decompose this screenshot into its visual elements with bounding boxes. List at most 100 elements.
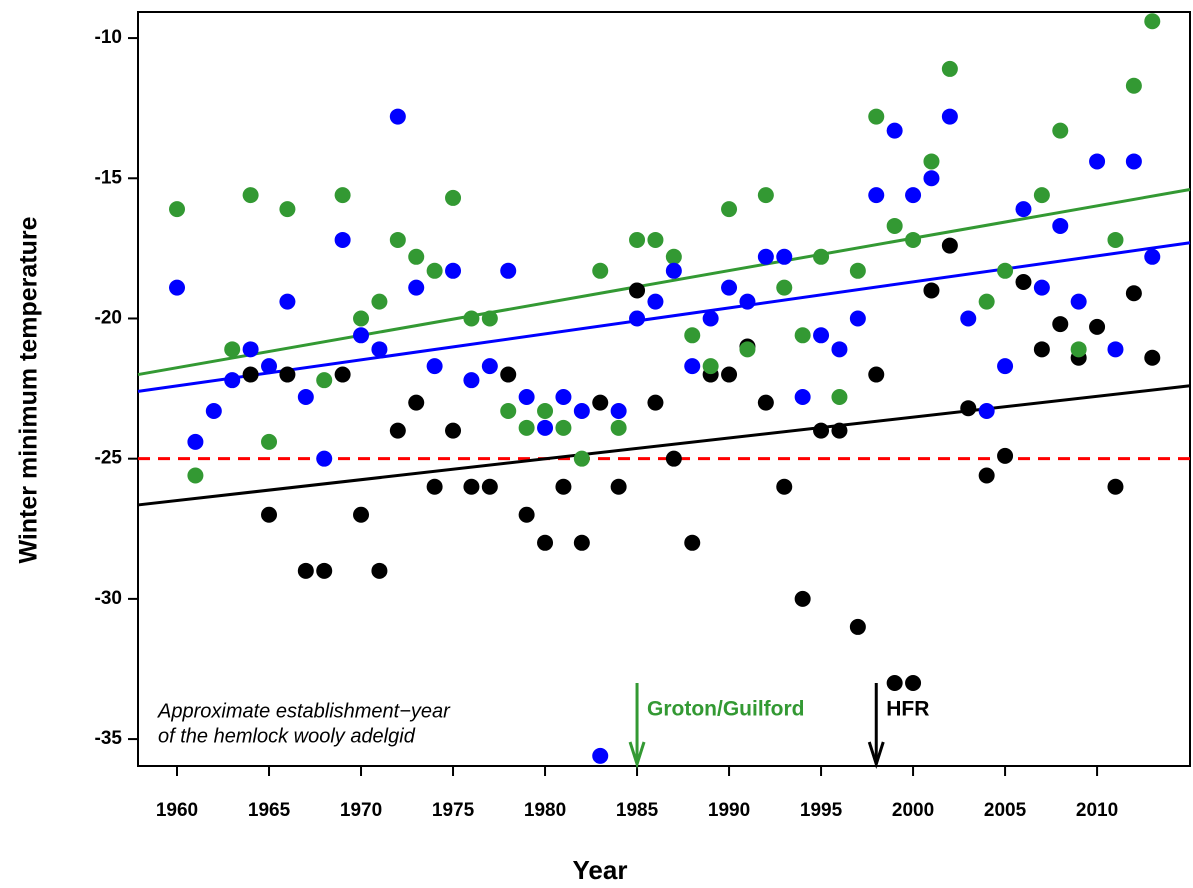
x-tick-label: 1975 — [432, 800, 475, 821]
point — [334, 366, 351, 383]
point — [445, 262, 462, 279]
arrow-label: Groton/Guilford — [647, 698, 804, 721]
point — [353, 327, 370, 344]
point — [261, 433, 278, 450]
point — [242, 366, 259, 383]
point — [426, 358, 443, 375]
point — [389, 231, 406, 248]
annotation: Approximate establishment−year — [157, 700, 451, 722]
point — [371, 341, 388, 358]
point — [757, 187, 774, 204]
point — [665, 248, 682, 265]
point — [1033, 187, 1050, 204]
point — [647, 293, 664, 310]
point — [573, 450, 590, 467]
point — [684, 534, 701, 551]
trend-line — [137, 241, 1191, 393]
point — [629, 310, 646, 327]
point — [849, 310, 866, 327]
y-tick-label: -25 — [95, 448, 123, 469]
point — [592, 394, 609, 411]
point — [297, 562, 314, 579]
plot-frame — [137, 11, 1191, 767]
point — [500, 262, 517, 279]
point — [481, 478, 498, 495]
point — [1107, 231, 1124, 248]
point — [831, 388, 848, 405]
point — [1033, 341, 1050, 358]
point — [297, 388, 314, 405]
point — [316, 372, 333, 389]
point — [610, 419, 627, 436]
point — [813, 327, 830, 344]
point — [684, 358, 701, 375]
x-tick-label: 1980 — [524, 800, 566, 821]
point — [1144, 13, 1161, 30]
point — [261, 506, 278, 523]
x-tick-label: 1965 — [248, 800, 291, 821]
point — [1052, 122, 1069, 139]
x-tick-label: 2000 — [892, 800, 934, 821]
point — [794, 590, 811, 607]
y-tick-label: -35 — [95, 728, 123, 749]
y-tick-label: -10 — [95, 27, 122, 48]
point — [279, 293, 296, 310]
point — [481, 358, 498, 375]
point — [702, 310, 719, 327]
point — [353, 506, 370, 523]
arrow-label: HFR — [886, 698, 929, 721]
x-tick-label: 2005 — [984, 800, 1027, 821]
point — [426, 262, 443, 279]
point — [261, 358, 278, 375]
point — [941, 237, 958, 254]
point — [537, 419, 554, 436]
point — [905, 187, 922, 204]
y-axis-label: Winter minimum temperature — [15, 216, 43, 563]
point — [739, 341, 756, 358]
point — [334, 231, 351, 248]
point — [831, 422, 848, 439]
point — [1125, 153, 1142, 170]
point — [205, 403, 222, 420]
point — [665, 450, 682, 467]
x-tick-label: 1960 — [156, 800, 198, 821]
point — [610, 403, 627, 420]
point — [500, 403, 517, 420]
point — [776, 248, 793, 265]
point — [721, 366, 738, 383]
point — [445, 422, 462, 439]
point — [224, 372, 241, 389]
point — [629, 282, 646, 299]
point — [1125, 285, 1142, 302]
point — [187, 467, 204, 484]
point — [1144, 248, 1161, 265]
point — [1070, 341, 1087, 358]
trend-line — [137, 384, 1191, 507]
point — [1033, 279, 1050, 296]
point — [905, 675, 922, 692]
point — [573, 534, 590, 551]
point — [371, 562, 388, 579]
point — [923, 153, 940, 170]
point — [518, 419, 535, 436]
point — [334, 187, 351, 204]
point — [426, 478, 443, 495]
point — [1015, 274, 1032, 291]
point — [923, 282, 940, 299]
point — [389, 108, 406, 125]
point — [776, 279, 793, 296]
point — [629, 231, 646, 248]
point — [702, 358, 719, 375]
point — [518, 388, 535, 405]
point — [518, 506, 535, 523]
point — [408, 394, 425, 411]
point — [1052, 217, 1069, 234]
y-tick-label: -30 — [95, 588, 122, 609]
point — [905, 231, 922, 248]
point — [960, 310, 977, 327]
point — [721, 279, 738, 296]
point — [555, 388, 572, 405]
point — [169, 279, 186, 296]
